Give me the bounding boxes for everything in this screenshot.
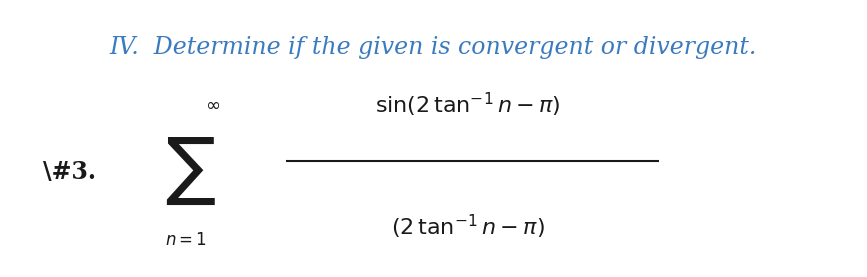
Text: $n=1$: $n=1$ [166, 232, 207, 250]
Text: $\infty$: $\infty$ [205, 96, 220, 114]
Text: $(2\,\tan^{-1}n - \pi)$: $(2\,\tan^{-1}n - \pi)$ [391, 213, 545, 241]
Text: $\sin(2\,\tan^{-1}n - \pi)$: $\sin(2\,\tan^{-1}n - \pi)$ [375, 91, 561, 119]
Text: \#3.: \#3. [42, 160, 96, 184]
Text: IV.  Determine if the given is convergent or divergent.: IV. Determine if the given is convergent… [110, 36, 757, 59]
Text: $\sum$: $\sum$ [166, 136, 216, 207]
